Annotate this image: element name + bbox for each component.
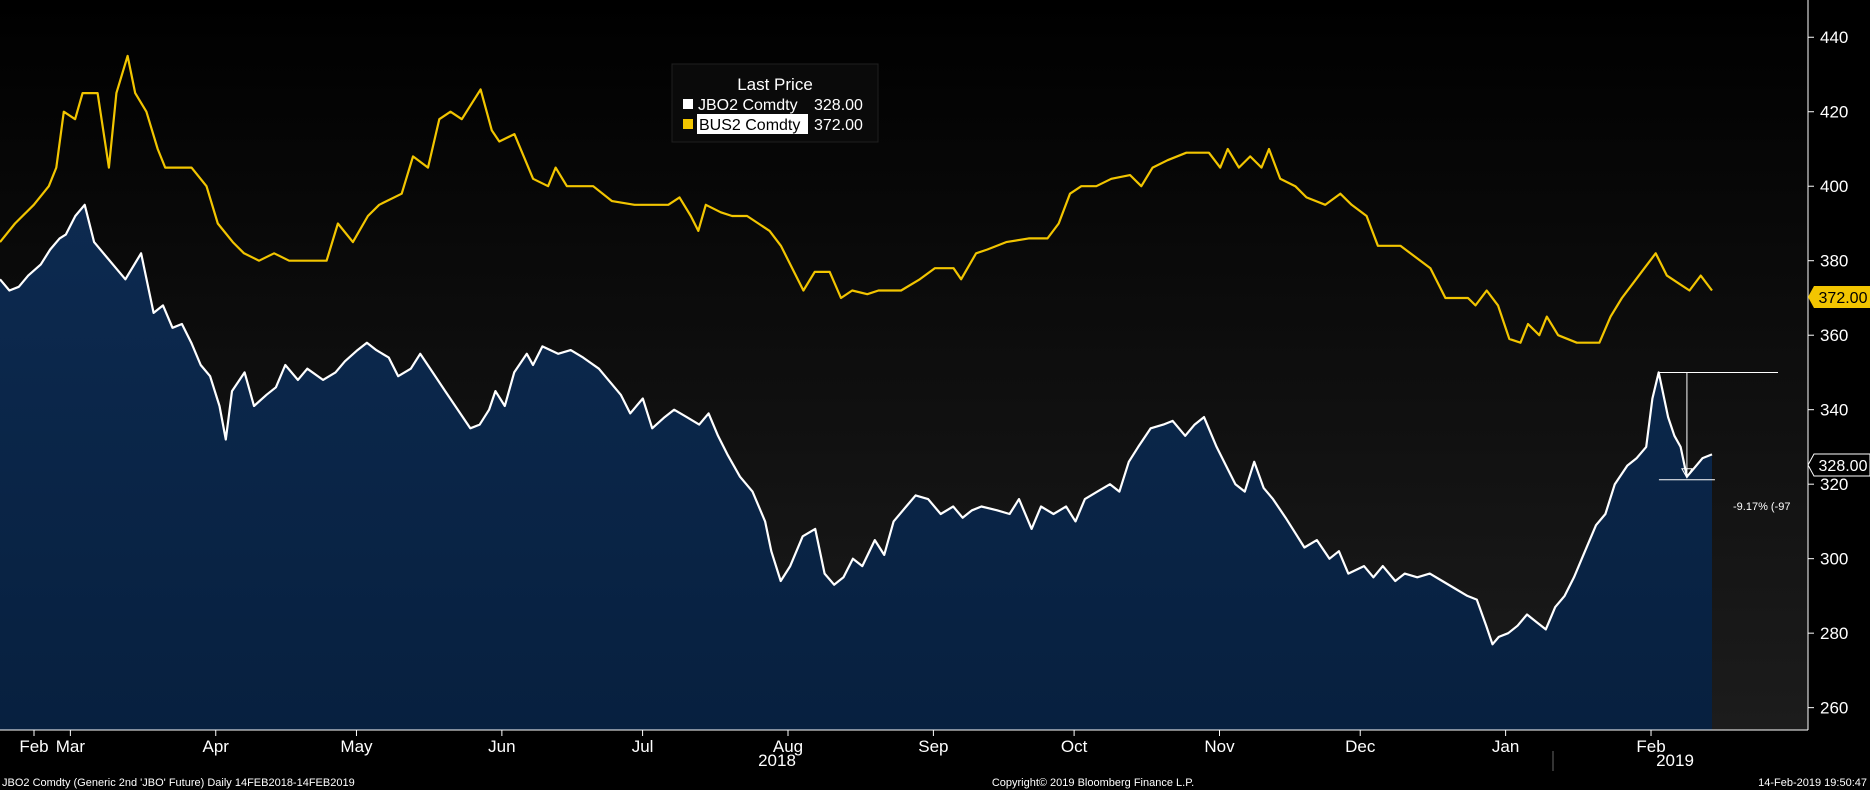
legend-label-bus2: BUS2 Comdty bbox=[699, 117, 800, 134]
x-tick-label: Sep bbox=[918, 737, 948, 756]
y-tick-label: 260 bbox=[1820, 699, 1848, 718]
last-price-label-yellow: 372.00 bbox=[1808, 286, 1870, 308]
x-tick-label: Nov bbox=[1204, 737, 1235, 756]
series-line-jbo2 bbox=[0, 203, 1713, 646]
last-price-label-white: 328.00 bbox=[1807, 453, 1870, 477]
y-tick-label: 320 bbox=[1820, 475, 1848, 494]
y-tick-label: 380 bbox=[1820, 252, 1848, 271]
drawdown-arrow-icon bbox=[1681, 468, 1693, 479]
legend-swatch-white bbox=[683, 99, 693, 109]
x-tick-label: Oct bbox=[1061, 737, 1088, 756]
legend-swatch-yellow bbox=[683, 119, 693, 129]
y-tick-label: 420 bbox=[1820, 103, 1848, 122]
y-tick-label: 300 bbox=[1820, 550, 1848, 569]
last-price-value-white: 328.00 bbox=[1819, 458, 1868, 475]
last-price-tag-white bbox=[1807, 453, 1870, 477]
x-tick-label: Mar bbox=[56, 737, 86, 756]
y-tick-label: 440 bbox=[1820, 28, 1848, 47]
year-label-2018: 2018 bbox=[758, 751, 796, 770]
y-tick-label: 340 bbox=[1820, 401, 1848, 420]
y-tick-label: 400 bbox=[1820, 177, 1848, 196]
x-tick-label: Feb bbox=[19, 737, 48, 756]
footer-center: Copyright© 2019 Bloomberg Finance L.P. bbox=[992, 777, 1194, 789]
legend-value-bus2: 372.00 bbox=[814, 117, 863, 134]
x-tick-label: Feb bbox=[1636, 737, 1665, 756]
last-price-tag-yellow bbox=[1808, 286, 1870, 308]
legend-label-highlight bbox=[697, 114, 808, 134]
series-line-bus2 bbox=[0, 54, 1713, 344]
legend: Last Price JBO2 Comdty 328.00 BUS2 Comdt… bbox=[671, 63, 879, 143]
y-tick-label: 360 bbox=[1820, 326, 1848, 345]
legend-value-jbo2: 328.00 bbox=[814, 97, 863, 114]
year-label-2019: 2019 bbox=[1656, 751, 1694, 770]
drawdown-annotation: -9.17% (-97 bbox=[1733, 501, 1790, 513]
last-price-value-yellow: 372.00 bbox=[1819, 290, 1868, 307]
x-tick-label: May bbox=[340, 737, 373, 756]
footer-left: JBO2 Comdty (Generic 2nd 'JBO' Future) D… bbox=[2, 777, 355, 789]
x-tick-label: Jul bbox=[632, 737, 654, 756]
x-tick-label: Apr bbox=[203, 737, 230, 756]
footer-right: 14-Feb-2019 19:50:47 bbox=[1758, 777, 1867, 789]
jbo2-area-fill bbox=[0, 204, 1712, 731]
y-tick-label: 280 bbox=[1820, 624, 1848, 643]
legend-title: Last Price bbox=[737, 75, 813, 94]
x-tick-label: Dec bbox=[1345, 737, 1376, 756]
legend-label-jbo2: JBO2 Comdty bbox=[698, 97, 798, 114]
x-tick-label: Jan bbox=[1492, 737, 1519, 756]
x-tick-label: Jun bbox=[488, 737, 515, 756]
x-tick-label: Aug bbox=[773, 737, 803, 756]
